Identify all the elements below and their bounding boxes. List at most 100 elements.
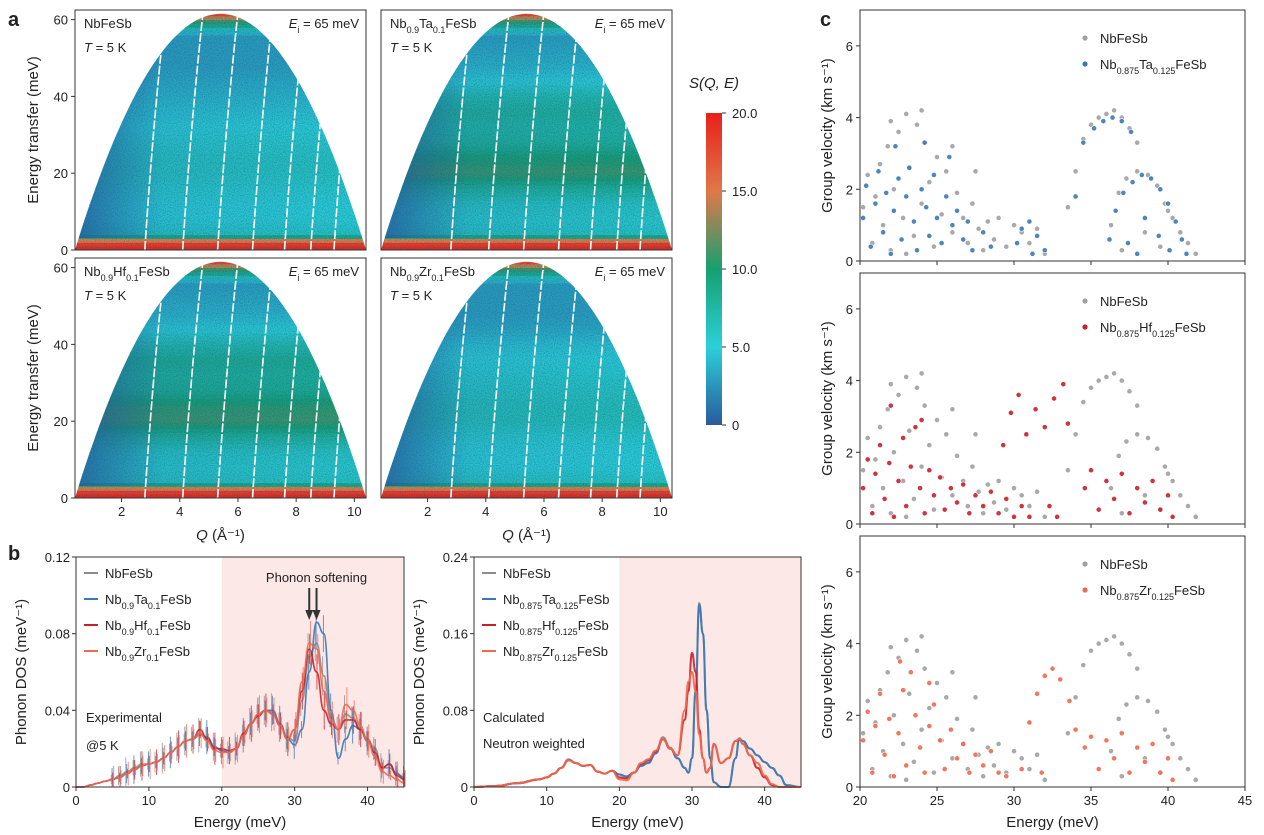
scatter-point (1157, 506, 1164, 513)
y-tick-label: 4 (846, 637, 853, 652)
y-tick-label: 0 (461, 780, 468, 795)
text-run: T (390, 40, 399, 55)
scatter-point (1072, 193, 1079, 200)
text-run: Nb (390, 16, 407, 31)
scatter-point (954, 755, 960, 762)
scatter-point (949, 222, 956, 229)
colorbar: 20.0 15.0 10.0 5.0 0 S(Q, E) (689, 75, 757, 433)
scatter-point (943, 431, 950, 438)
scatter-point (946, 154, 953, 160)
scatter-point (1134, 665, 1141, 672)
text-run: Ta (419, 16, 434, 31)
legend-entry: Nb0.875Hf0.125FeSb (1100, 320, 1206, 339)
scatter-point (1126, 388, 1133, 395)
text-run: = 5 K (92, 40, 127, 55)
scatter-point (938, 240, 945, 246)
text-run: NbFeSb (84, 16, 132, 31)
text-run: = 65 meV (605, 264, 665, 279)
scatter-point (954, 499, 960, 506)
text-run: E (595, 264, 604, 279)
subscript: 0.9 (407, 273, 420, 283)
scatter-point (877, 161, 883, 168)
text-run: T (390, 288, 399, 303)
scatter-point (887, 250, 894, 257)
x-tick-label: 10 (142, 793, 156, 808)
y-tick-label: 0 (61, 491, 68, 506)
scatter-point (960, 741, 967, 747)
scatter-point (1108, 485, 1114, 492)
x-tick-label: 45 (1238, 793, 1252, 808)
scatter-point (1169, 478, 1176, 484)
series-line (473, 670, 801, 788)
scatter-point (869, 510, 876, 517)
scatter-point (895, 392, 902, 398)
scatter-point (1108, 222, 1114, 229)
legend-marker (1082, 298, 1088, 304)
detector-gap (615, 13, 638, 250)
scatter-point (917, 744, 923, 751)
scatter-point (1118, 730, 1125, 737)
scatter-point (872, 193, 879, 200)
subscript: i (603, 25, 605, 35)
scatter-point (884, 143, 891, 150)
scatter-point (934, 154, 940, 160)
colorbar-tick-label: 10.0 (732, 262, 757, 277)
subscript: 0.125 (1153, 66, 1176, 76)
scatter-point (926, 723, 933, 729)
scatter-point (1134, 431, 1141, 438)
scatter-point (937, 737, 943, 744)
scatter-point (1106, 236, 1113, 243)
scatter-point (960, 236, 967, 243)
scatter-point (864, 435, 871, 441)
scatter-point (1157, 186, 1164, 193)
scatter-point (921, 139, 928, 146)
scatter-point (1118, 773, 1125, 780)
scatter-point (1003, 773, 1010, 780)
scatter-point (860, 737, 866, 744)
scatter-point (1165, 733, 1171, 740)
subscript: 0.9 (122, 627, 135, 637)
scatter-point (898, 236, 905, 243)
scatter-point (1123, 175, 1130, 182)
scatter-point (903, 637, 910, 643)
scatter-point (941, 766, 948, 772)
scatter-point (906, 164, 913, 171)
plot-frame (859, 9, 1246, 262)
subscript: 0.1 (147, 627, 160, 637)
scatter-point (941, 506, 948, 513)
scatter-point (883, 189, 890, 196)
scatter-point (1065, 204, 1071, 211)
text-run: E (289, 16, 298, 31)
legend-marker (1082, 561, 1088, 567)
temperature-label: T = 5 K (84, 40, 127, 55)
scatter-point (1154, 445, 1161, 452)
incident-energy-label: Ei = 65 meV (289, 16, 360, 35)
scatter-point (1134, 694, 1141, 701)
detector-gap (309, 261, 332, 498)
x-tick-label: 20 (215, 793, 229, 808)
detector-gap (216, 13, 239, 250)
scatter-point (1041, 424, 1048, 431)
scatter-point (1165, 207, 1171, 214)
scatter-point (1088, 384, 1094, 391)
text-run: FeSb (444, 264, 475, 279)
scatter-point (1148, 175, 1154, 182)
scatter-point (900, 741, 907, 747)
text-run: FeSb (159, 644, 190, 659)
y-tick-label: 0 (846, 254, 853, 269)
scatter-point (995, 478, 1002, 484)
subscript: 0.1 (431, 273, 444, 283)
scatter-point (949, 492, 956, 499)
detector-gap (144, 13, 167, 250)
scatter-point (1014, 240, 1020, 246)
scatter-point (900, 435, 907, 441)
colorbar-label: S(Q, E) (689, 75, 739, 92)
y-tick-label: 60 (54, 13, 68, 28)
scatter-point (886, 715, 893, 722)
scatter-point (1072, 168, 1079, 175)
scatter-point (1165, 492, 1171, 499)
scatter-point (1088, 467, 1094, 474)
scatter-point (918, 107, 925, 114)
text-run: Nb (390, 264, 407, 279)
